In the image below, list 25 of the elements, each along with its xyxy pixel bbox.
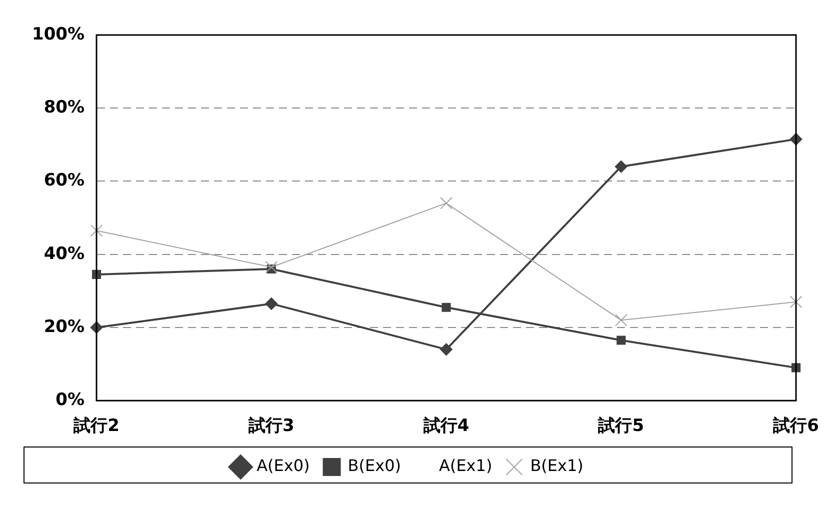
- point: [616, 336, 626, 345]
- x-tick-label: 試行3: [247, 416, 294, 436]
- y-tick-label: 20%: [44, 316, 85, 337]
- legend-label: B(Ex1): [530, 456, 584, 476]
- point: [265, 261, 278, 274]
- point: [442, 302, 451, 312]
- point: [615, 160, 628, 173]
- y-tick-label: 80%: [44, 98, 85, 118]
- legend-label: A(Ex0): [256, 456, 310, 476]
- point: [90, 224, 103, 237]
- point: [440, 197, 452, 210]
- y-tick-label: 0%: [56, 390, 85, 410]
- x-tick-label: 試行4: [422, 416, 470, 436]
- point: [614, 314, 628, 326]
- y-tick-label: 100%: [32, 24, 85, 44]
- point: [440, 343, 452, 356]
- legend-label: B(Ex0): [348, 456, 401, 476]
- x-tick-label: 試行6: [772, 416, 819, 436]
- point: [790, 296, 802, 308]
- text: A(Ex1): [439, 456, 492, 476]
- point: [265, 298, 278, 310]
- x-tick-label: 試行5: [597, 416, 644, 436]
- y-tick-label: 60%: [44, 170, 85, 191]
- y-tick-label: 40%: [44, 244, 85, 264]
- x-tick-label: 試行2: [72, 416, 120, 436]
